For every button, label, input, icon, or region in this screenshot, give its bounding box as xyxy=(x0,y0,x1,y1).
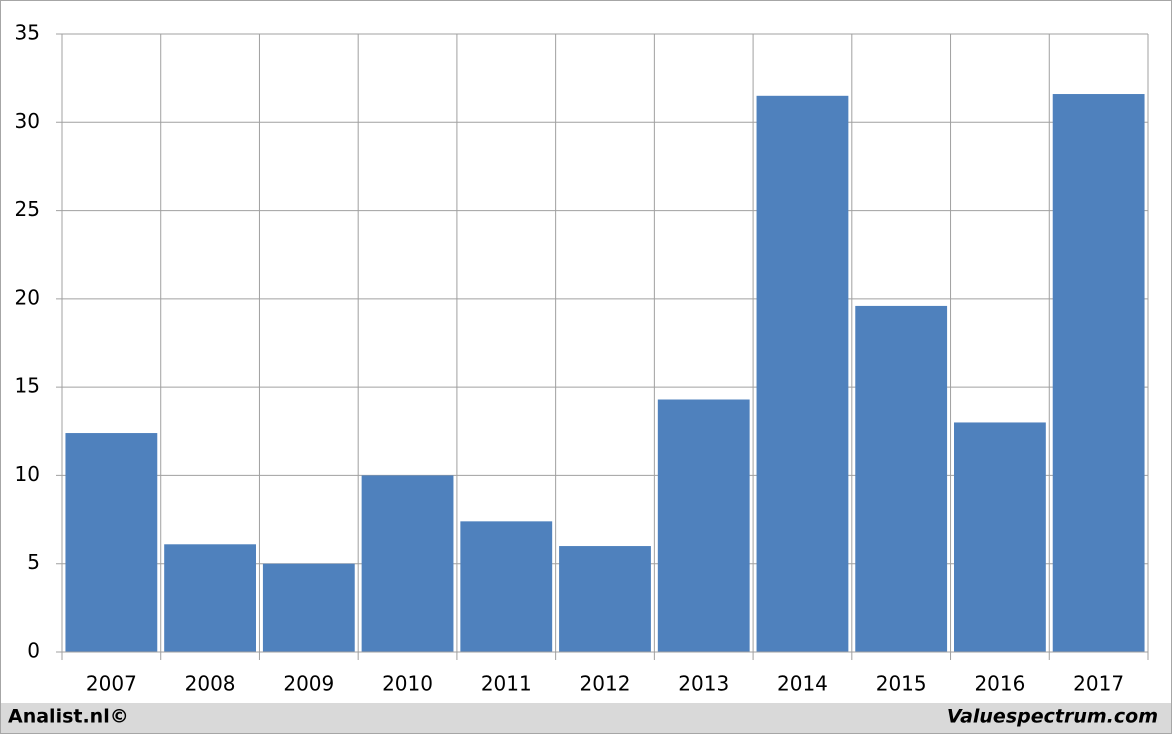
bar xyxy=(954,422,1046,652)
y-tick-label: 0 xyxy=(27,639,40,663)
x-tick-label: 2012 xyxy=(580,672,631,696)
y-tick-label: 10 xyxy=(15,462,40,486)
x-tick-label: 2011 xyxy=(481,672,532,696)
bar xyxy=(164,544,256,652)
x-tick-label: 2007 xyxy=(86,672,137,696)
y-tick-label: 35 xyxy=(15,21,40,45)
bar xyxy=(855,305,948,652)
y-tick-label: 30 xyxy=(15,109,40,133)
bar xyxy=(361,475,454,652)
x-tick-label: 2016 xyxy=(974,672,1025,696)
y-tick-label: 15 xyxy=(15,374,40,398)
x-tick-label: 2014 xyxy=(777,672,828,696)
footer-left: Analist.nl© xyxy=(8,706,129,728)
bar xyxy=(262,563,355,652)
y-tick-label: 20 xyxy=(15,285,40,309)
footer-band xyxy=(1,703,1171,733)
bar xyxy=(756,95,849,653)
y-tick-label: 25 xyxy=(15,197,40,221)
bar xyxy=(460,521,553,652)
x-tick-label: 2017 xyxy=(1073,672,1124,696)
bar xyxy=(657,399,750,652)
bar xyxy=(65,433,158,652)
y-tick-label: 5 xyxy=(27,550,40,574)
bar xyxy=(559,546,651,652)
x-tick-label: 2010 xyxy=(382,672,433,696)
x-tick-label: 2013 xyxy=(678,672,729,696)
footer-right: Valuespectrum.com xyxy=(947,706,1158,728)
x-tick-label: 2009 xyxy=(283,672,334,696)
x-tick-label: 2008 xyxy=(185,672,236,696)
bar xyxy=(1052,94,1145,652)
x-tick-label: 2015 xyxy=(876,672,927,696)
